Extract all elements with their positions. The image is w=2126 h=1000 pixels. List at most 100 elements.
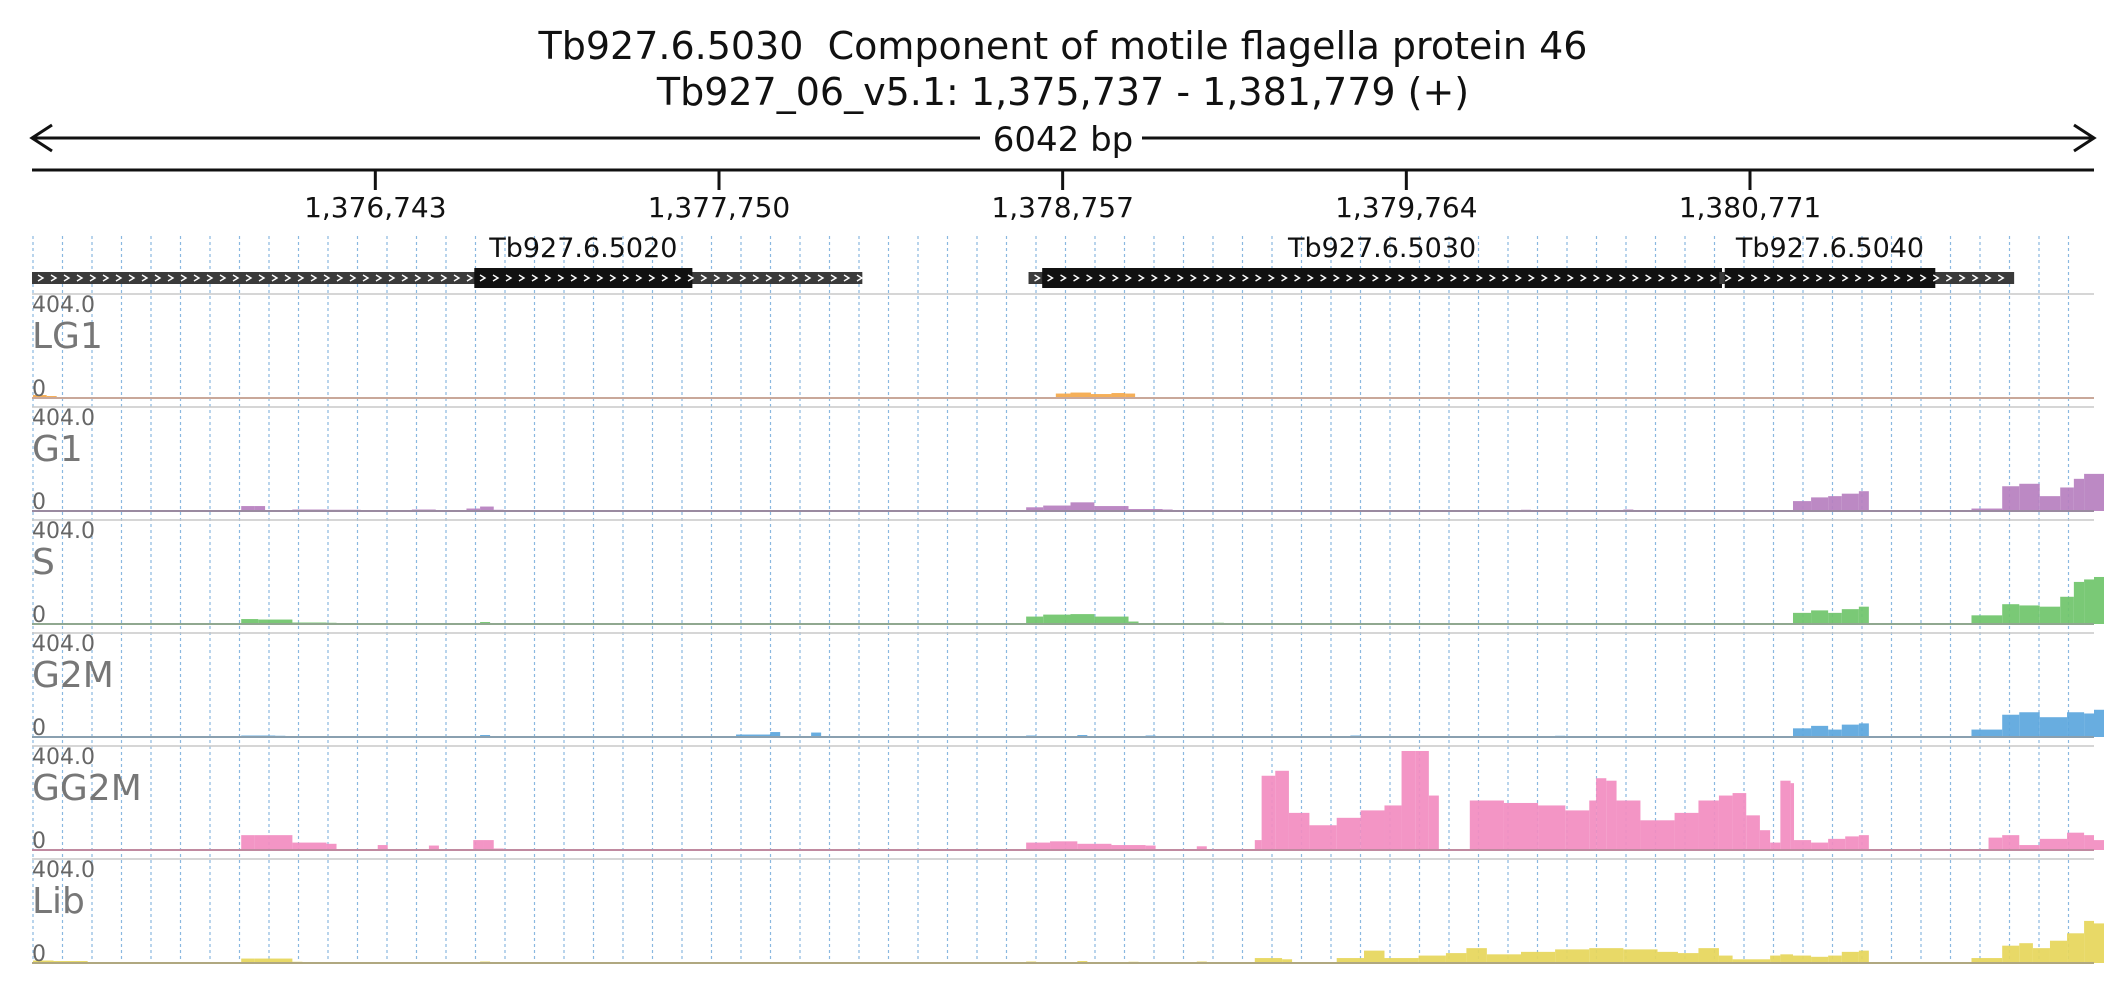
- strand-arrow-icon: [141, 274, 149, 282]
- coverage-bar: [1858, 950, 1869, 963]
- coverage-bar: [1674, 812, 1699, 850]
- strand-arrow-icon: [1060, 274, 1067, 282]
- coverage-bar: [1770, 955, 1781, 963]
- strand-arrow-icon: [310, 274, 318, 282]
- strand-arrow-icon: [1997, 274, 2005, 282]
- coverage-bar: [1841, 493, 1859, 511]
- strand-arrow-icon: [518, 274, 526, 282]
- ruler-tick-label: 1,377,750: [648, 191, 791, 224]
- coverage-bar: [2094, 923, 2104, 963]
- coverage-bar: [2084, 713, 2094, 737]
- track-name: LG1: [32, 316, 103, 357]
- coverage-bar: [2084, 473, 2094, 511]
- coverage-bar: [2019, 712, 2040, 737]
- strand-arrow-icon: [1945, 274, 1953, 282]
- gene-cds-bar: [474, 268, 693, 288]
- coverage-bar: [1811, 610, 1829, 624]
- ruler-tick-label: 1,376,743: [304, 191, 447, 224]
- track-max-label: 404.0: [32, 632, 95, 657]
- strand-arrow-icon: [271, 274, 279, 282]
- coverage-bar: [1718, 795, 1733, 850]
- coverage-bar: [1858, 723, 1869, 737]
- strand-arrow-icon: [76, 274, 84, 282]
- strand-arrow-icon: [1632, 274, 1639, 282]
- coverage-bar: [1026, 507, 1044, 511]
- strand-arrow-icon: [1489, 274, 1496, 282]
- strand-arrow-icon: [1047, 274, 1054, 282]
- strand-arrow-icon: [1854, 274, 1862, 282]
- strand-arrow-icon: [544, 274, 552, 282]
- locus-label: Tb927_06_v5.1: 1,375,737 - 1,381,779 (+): [656, 70, 1470, 114]
- coverage-bar: [2084, 835, 2094, 850]
- coverage-bar: [1858, 606, 1869, 624]
- strand-arrow-icon: [193, 274, 201, 282]
- coverage-bar: [1971, 958, 2003, 963]
- strand-arrow-icon: [1606, 274, 1613, 282]
- strand-arrow-icon: [1294, 274, 1301, 282]
- strand-arrow-icon: [167, 274, 175, 282]
- coverage-bar: [1858, 491, 1869, 511]
- coverage-bar: [1698, 948, 1719, 963]
- strand-arrow-icon: [1841, 274, 1849, 282]
- coverage-bar: [1043, 505, 1071, 511]
- strand-arrow-icon: [1684, 274, 1691, 282]
- strand-arrow-icon: [1502, 274, 1509, 282]
- coverage-bar: [1261, 775, 1276, 850]
- coverage-bar: [1428, 795, 1439, 850]
- strand-arrow-icon: [1984, 274, 1992, 282]
- coverage-bar: [2094, 473, 2104, 511]
- strand-arrow-icon: [1359, 274, 1366, 282]
- strand-arrow-icon: [1476, 274, 1483, 282]
- coverage-bar: [1746, 815, 1760, 850]
- coverage-bar: [1971, 729, 2003, 737]
- coverage-bar: [2019, 943, 2033, 963]
- strand-arrow-icon: [1281, 274, 1288, 282]
- track-min-label: 0: [32, 829, 46, 854]
- coverage-bar: [1070, 502, 1095, 511]
- coverage-bar: [1780, 954, 1793, 963]
- strand-arrow-icon: [830, 274, 838, 282]
- coverage-bar: [326, 843, 337, 850]
- coverage-bar: [1282, 959, 1293, 963]
- track-max-label: 404.0: [32, 293, 95, 318]
- coverage-bar: [1841, 609, 1859, 624]
- coverage-bar: [1043, 614, 1071, 624]
- strand-arrow-icon: [63, 274, 71, 282]
- coverage-bar: [1288, 812, 1310, 850]
- coverage-bar: [258, 619, 293, 624]
- strand-arrow-icon: [1828, 274, 1836, 282]
- coverage-bar: [1050, 841, 1078, 850]
- coverage-bar: [2039, 717, 2068, 737]
- coverage-bar: [33, 395, 47, 398]
- strand-arrow-icon: [557, 274, 565, 282]
- coverage-bar: [1811, 725, 1829, 737]
- coverage-bar: [1596, 778, 1607, 850]
- coverage-bar: [1790, 783, 1795, 850]
- strand-arrow-icon: [102, 274, 110, 282]
- strand-arrow-icon: [661, 274, 669, 282]
- coverage-bar: [2019, 605, 2040, 624]
- strand-arrow-icon: [713, 274, 721, 282]
- coverage-bar: [1828, 729, 1842, 737]
- coverage-bar: [428, 845, 439, 850]
- coverage-bar: [2094, 576, 2104, 624]
- ruler-tick-label: 1,379,764: [1335, 191, 1478, 224]
- strand-arrow-icon: [1645, 274, 1652, 282]
- strand-arrow-icon: [1619, 274, 1626, 282]
- coverage-bar: [1445, 953, 1467, 963]
- span-arrow: 6042 bp: [29, 120, 2097, 160]
- strand-arrow-icon: [791, 274, 799, 282]
- coverage-bar: [1418, 955, 1446, 963]
- strand-arrow-icon: [635, 274, 643, 282]
- strand-arrow-icon: [674, 274, 682, 282]
- coverage-bar: [1845, 836, 1859, 850]
- track-min-label: 0: [32, 942, 46, 967]
- strand-arrow-icon: [1593, 274, 1600, 282]
- strand-arrow-icon: [1424, 274, 1431, 282]
- strand-arrow-icon: [1151, 274, 1158, 282]
- strand-arrow-icon: [206, 274, 214, 282]
- strand-arrow-icon: [466, 274, 474, 282]
- coverage-bar: [33, 960, 54, 963]
- strand-arrow-icon: [596, 274, 604, 282]
